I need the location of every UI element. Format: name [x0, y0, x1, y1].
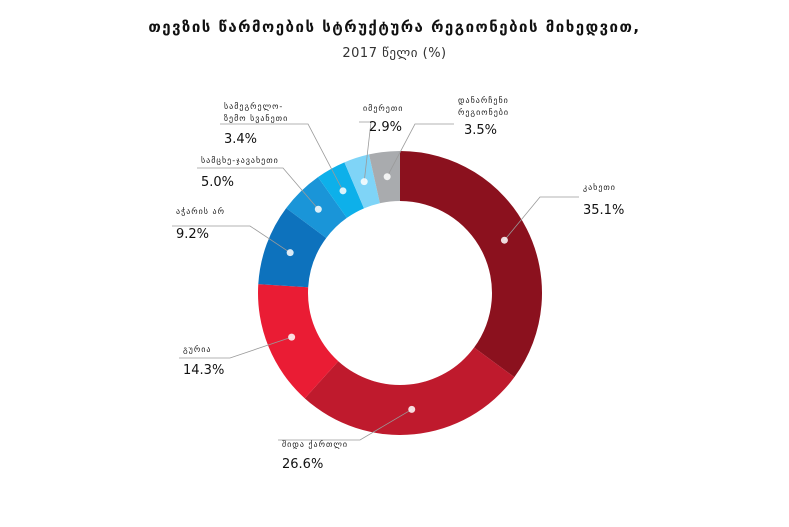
- chart-subtitle: 2017 წელი (%): [342, 46, 447, 61]
- slice-value-2: 26.6%: [282, 457, 323, 472]
- slice-label-8: დანარჩენი: [458, 95, 509, 105]
- slice-value-6: 3.4%: [224, 132, 257, 147]
- slice-4: [258, 208, 327, 288]
- leader-lines: [172, 121, 579, 441]
- slice-value-5: 5.0%: [201, 175, 234, 190]
- slice-label-1: კახეთი: [583, 182, 616, 192]
- slice-label-6: სამეგრელო-: [224, 101, 283, 111]
- leader-line-1: [504, 196, 579, 241]
- leader-line-2: [278, 409, 412, 441]
- slice-2: [304, 347, 515, 435]
- slice-labels: კახეთი 35.1% შიდა ქართლი 26.6% გურია 14.3% აჭა…: [176, 95, 624, 472]
- leader-line-3: [179, 336, 292, 359]
- slice-marker-8: [383, 173, 391, 181]
- donut-slices: [258, 151, 542, 435]
- slice-marker-3: [288, 333, 296, 341]
- slice-marker-4: [286, 249, 294, 257]
- slice-value-8: 3.5%: [464, 123, 497, 138]
- slice-marker-1: [500, 236, 508, 244]
- slice-label-2: შიდა ქართლი: [282, 439, 348, 449]
- slice-marker-2: [408, 405, 416, 413]
- slice-value-7: 2.9%: [369, 120, 402, 135]
- slice-3: [258, 284, 339, 399]
- chart-title: თევზის წარმოების სტრუქტურა რეგიონების მი…: [148, 18, 641, 36]
- slice-value-4: 9.2%: [176, 227, 209, 242]
- leader-line-6: [220, 123, 344, 192]
- slice-marker-7: [360, 178, 368, 186]
- slice-marker-5: [314, 205, 322, 213]
- slice-label-8: რეგიონები: [458, 107, 509, 117]
- slice-label-4: აჭარის არ: [176, 206, 225, 216]
- slice-label-5: სამცხე-ჯავახეთი: [201, 155, 279, 165]
- slice-value-1: 35.1%: [583, 203, 624, 218]
- slice-1: [400, 151, 542, 378]
- leader-line-4: [172, 225, 291, 254]
- slice-marker-6: [339, 187, 347, 195]
- leader-line-7: [359, 121, 372, 182]
- leader-line-8: [386, 123, 454, 177]
- slice-label-6: ზემო სვანეთი: [224, 113, 288, 123]
- leader-line-5: [197, 167, 319, 210]
- slice-label-7: იმერეთი: [363, 103, 403, 113]
- slice-value-3: 14.3%: [183, 363, 224, 378]
- slice-label-3: გურია: [183, 344, 211, 354]
